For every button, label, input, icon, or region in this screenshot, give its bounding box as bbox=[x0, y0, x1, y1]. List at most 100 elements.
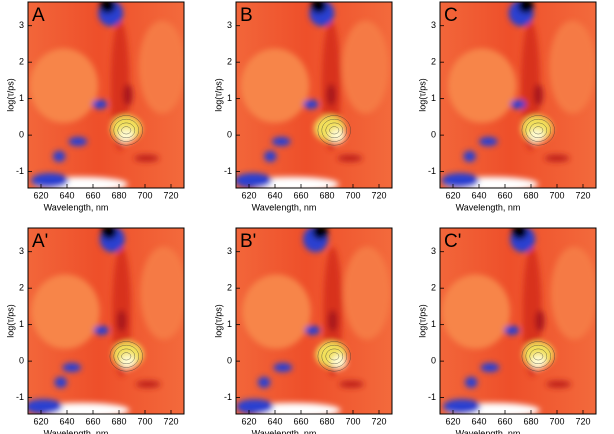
contour-line bbox=[525, 118, 552, 142]
y-tick-label: 1 bbox=[431, 93, 436, 103]
x-tick-label: 700 bbox=[137, 416, 152, 426]
x-tick-label: 620 bbox=[445, 190, 460, 200]
contour-line bbox=[529, 348, 548, 365]
contour-line bbox=[109, 341, 143, 372]
contour-field bbox=[337, 154, 363, 162]
x-tick-label: 660 bbox=[497, 190, 512, 200]
contour-field bbox=[479, 136, 498, 147]
contour-fields bbox=[29, 2, 184, 188]
contour-field bbox=[521, 115, 553, 142]
x-tick-label: 620 bbox=[241, 190, 256, 200]
contour-field bbox=[138, 20, 184, 114]
x-axis-label: Wavelength, nm bbox=[252, 428, 317, 434]
panel-label: B bbox=[240, 5, 253, 26]
y-axis-label: log(τ/ps) bbox=[417, 78, 427, 112]
x-tick-label: 700 bbox=[549, 190, 564, 200]
x-tick-label: 680 bbox=[523, 190, 538, 200]
contour-field bbox=[62, 362, 82, 373]
contour-field bbox=[441, 173, 479, 188]
contour-line bbox=[109, 115, 143, 146]
panel-label: B' bbox=[240, 231, 256, 252]
x-tick-label: 700 bbox=[137, 190, 152, 200]
panel-label: A bbox=[32, 5, 45, 26]
x-axis-label: Wavelength, nm bbox=[456, 202, 521, 212]
contour-line bbox=[521, 341, 555, 372]
contour-field bbox=[29, 48, 99, 123]
y-tick-label: 0 bbox=[227, 355, 232, 365]
y-tick-label: -1 bbox=[224, 392, 232, 402]
x-tick-label: 620 bbox=[33, 190, 48, 200]
contour-field bbox=[503, 325, 520, 335]
x-tick-label: 700 bbox=[549, 416, 564, 426]
contour-line bbox=[317, 115, 351, 146]
contour-field bbox=[447, 48, 517, 123]
contour-line bbox=[113, 118, 140, 142]
contour-field bbox=[511, 228, 528, 240]
x-axis-label: Wavelength, nm bbox=[44, 202, 109, 212]
x-axis-label: Wavelength, nm bbox=[44, 428, 109, 434]
contour-field bbox=[441, 274, 511, 349]
y-axis-label: log(τ/ps) bbox=[5, 304, 15, 338]
contour-field bbox=[101, 228, 117, 240]
x-tick-label: 660 bbox=[497, 416, 512, 426]
contour-line bbox=[325, 348, 344, 365]
contour-field bbox=[28, 399, 63, 414]
contour-field bbox=[510, 99, 526, 109]
y-tick-label: 3 bbox=[227, 246, 232, 256]
contour-line bbox=[329, 352, 340, 361]
contour-field bbox=[31, 173, 69, 188]
contour-map bbox=[236, 2, 392, 188]
contour-line bbox=[117, 122, 136, 139]
x-tick-label: 640 bbox=[267, 190, 282, 200]
contour-field bbox=[134, 154, 160, 162]
contour-map bbox=[440, 228, 596, 414]
contour-map bbox=[236, 228, 392, 414]
contour-line bbox=[121, 352, 132, 361]
contour-field bbox=[54, 376, 67, 388]
contour-field bbox=[240, 48, 310, 123]
plot-frame bbox=[439, 227, 597, 415]
x-tick-label: 720 bbox=[371, 190, 386, 200]
y-tick-label: -1 bbox=[16, 392, 24, 402]
contour-field bbox=[338, 380, 364, 388]
panel: 620 640 660 680 700 720 -1 0 1 2 3 Wavelength, nm lo… bbox=[5, 1, 185, 212]
x-tick-label: 720 bbox=[575, 190, 590, 200]
contour-line bbox=[117, 348, 136, 365]
y-tick-label: 1 bbox=[431, 319, 436, 329]
contour-field bbox=[31, 274, 100, 349]
panel-label: C bbox=[444, 5, 458, 26]
panel: 620 640 660 680 700 720 -1 0 1 2 3 Wavelength, nm lo… bbox=[5, 227, 185, 434]
x-tick-label: 720 bbox=[163, 416, 178, 426]
contour-line bbox=[529, 122, 548, 139]
contour-field bbox=[93, 325, 110, 335]
plot-frame bbox=[27, 1, 185, 189]
contour-field bbox=[236, 173, 272, 188]
y-tick-label: 0 bbox=[431, 129, 436, 139]
contour-field bbox=[328, 309, 338, 333]
contour-field bbox=[343, 246, 391, 340]
contour-line bbox=[317, 341, 351, 372]
contour-field bbox=[120, 354, 136, 370]
panel: 620 640 660 680 700 720 -1 0 1 2 3 Wavelength, nm lo… bbox=[417, 227, 597, 434]
contour-field bbox=[528, 128, 545, 144]
contour-field bbox=[518, 2, 534, 14]
contour-field bbox=[110, 115, 142, 142]
contour-field bbox=[273, 362, 293, 373]
x-tick-label: 680 bbox=[319, 416, 334, 426]
contour-field bbox=[443, 399, 481, 414]
contour-field bbox=[535, 309, 545, 333]
contour-field bbox=[480, 362, 500, 373]
y-tick-label: 3 bbox=[431, 20, 436, 30]
x-axis-label: Wavelength, nm bbox=[456, 428, 521, 434]
x-tick-label: 720 bbox=[163, 190, 178, 200]
x-tick-label: 660 bbox=[85, 416, 100, 426]
contour-fields bbox=[236, 228, 391, 414]
y-tick-label: 1 bbox=[19, 319, 24, 329]
plot-frame bbox=[235, 227, 393, 415]
contour-line bbox=[113, 344, 140, 368]
y-tick-label: 1 bbox=[227, 93, 232, 103]
y-tick-label: 3 bbox=[431, 246, 436, 256]
x-tick-label: 700 bbox=[345, 416, 360, 426]
x-tick-label: 640 bbox=[267, 416, 282, 426]
